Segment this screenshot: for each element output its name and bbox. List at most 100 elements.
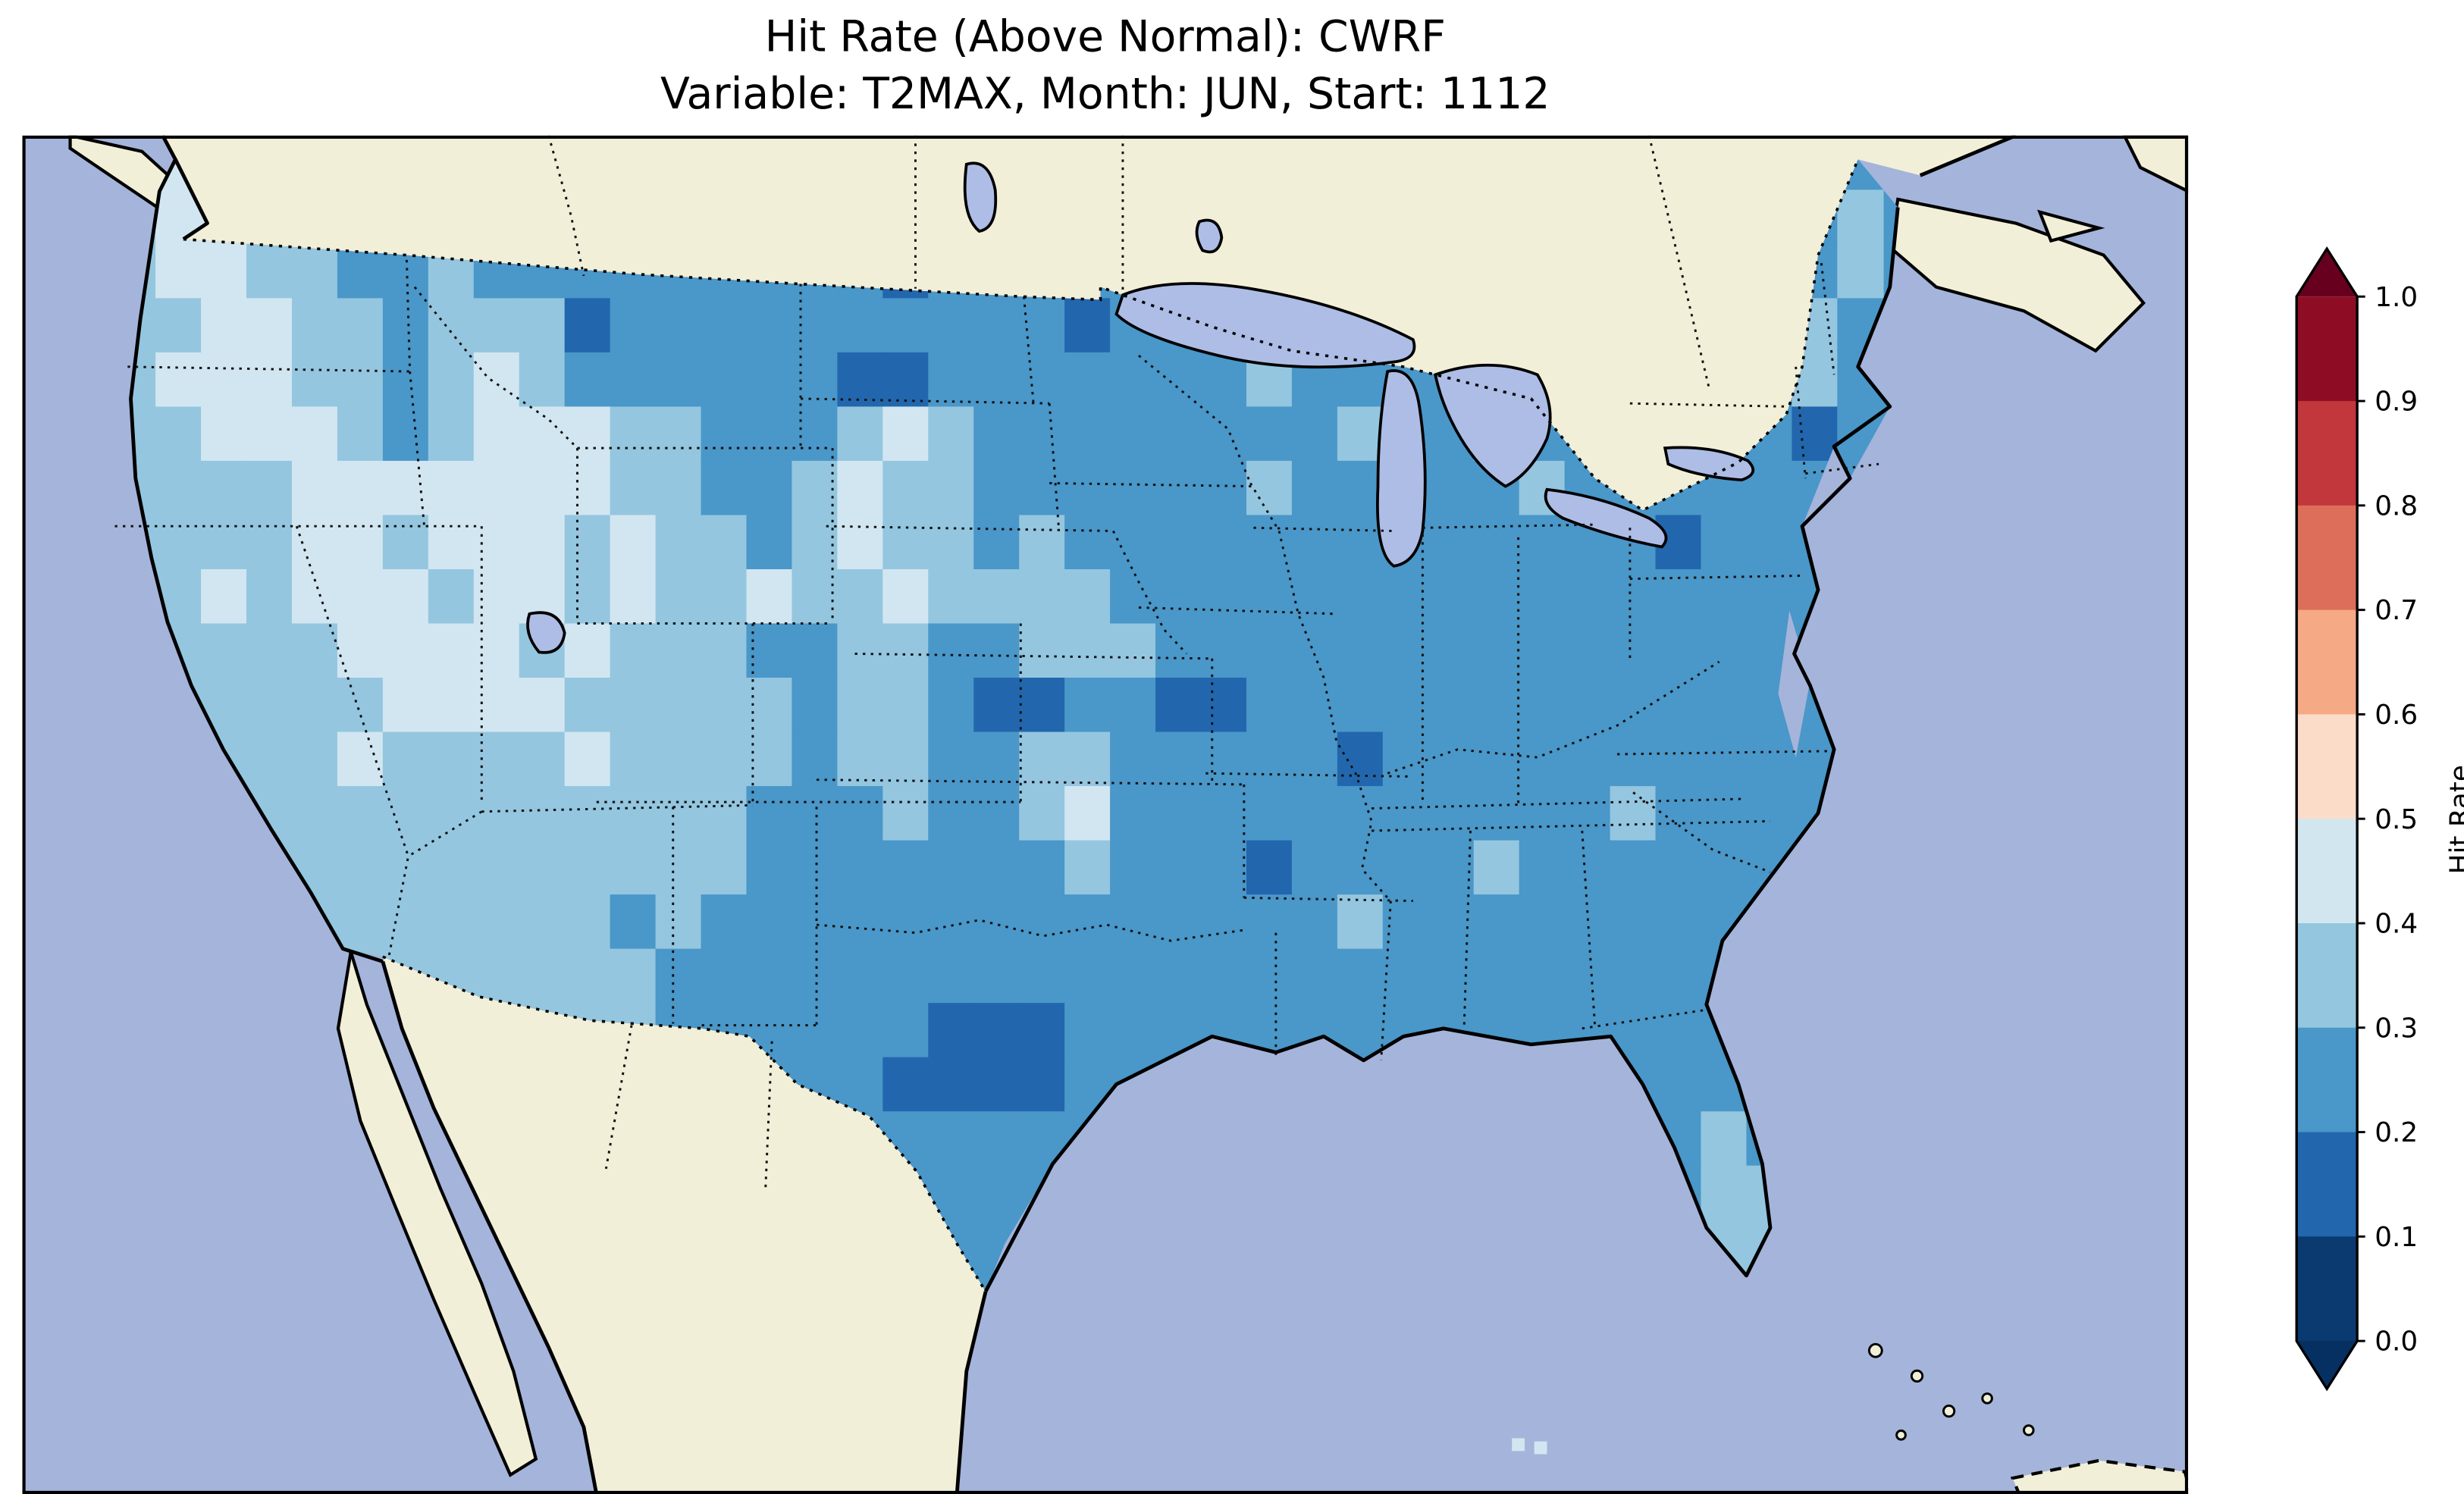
grid-cell (382, 298, 430, 354)
grid-cell (1064, 298, 1111, 354)
grid-cell (1337, 678, 1384, 733)
grid-cell (746, 352, 793, 408)
grid-cell (1201, 840, 1248, 896)
grid-cell (246, 406, 293, 462)
grid-cell (1155, 460, 1202, 516)
colorbar-tick-label: 0.2 (2375, 1117, 2418, 1148)
grid-cell (564, 298, 611, 354)
grid-cell (1064, 894, 1111, 950)
prince-edward-island (2037, 209, 2105, 243)
grid-cell (792, 1003, 839, 1058)
grid-cell (1610, 731, 1657, 788)
colorbar-tick-label: 0.7 (2375, 595, 2418, 626)
grid-cell (837, 840, 884, 896)
grid-cell (1428, 515, 1475, 571)
grid-cell (1246, 406, 1293, 462)
grid-cell (1701, 678, 1748, 733)
grid-cell (701, 894, 748, 950)
grid-cell (201, 515, 248, 571)
grid-cell (1201, 460, 1248, 516)
grid-cell (473, 948, 520, 1004)
grid-cell (1610, 568, 1657, 625)
grid-cell (1201, 731, 1248, 788)
grid-cell (1064, 568, 1111, 625)
grid-cell (1064, 1003, 1111, 1058)
grid-cell (428, 568, 475, 625)
grid-cell (428, 894, 475, 950)
grid-cell (382, 678, 430, 733)
grid-cell (1201, 894, 1248, 950)
grid-cell (792, 460, 839, 516)
great-salt-lake (526, 611, 566, 654)
colorbar-segment (2296, 401, 2358, 506)
grid-cell (1291, 731, 1339, 788)
colorbar-tick-label: 0.6 (2375, 700, 2418, 731)
grid-cell (928, 460, 975, 516)
grid-cell (519, 786, 566, 841)
grid-cell (1428, 678, 1475, 733)
grid-cell (246, 731, 293, 788)
grid-cell (746, 460, 793, 516)
grid-cell (837, 406, 884, 462)
grid-cell (1155, 406, 1202, 462)
grid-cell (564, 786, 611, 841)
grid-cell (837, 623, 884, 679)
grid-cell (1155, 515, 1202, 571)
grid-cell (1746, 786, 1793, 841)
grid-cell (337, 731, 384, 788)
grid-cell (1837, 243, 1884, 299)
grid-cell (1473, 840, 1520, 896)
grid-cell (1382, 678, 1430, 733)
grid-cell (928, 623, 975, 679)
grid-cell (1019, 568, 1066, 625)
grid-cell (201, 352, 248, 408)
colorbar-tick-label: 0.1 (2375, 1222, 2418, 1253)
grid-cell (746, 948, 793, 1004)
grid-cell (1337, 948, 1384, 1004)
grid-cell (1655, 894, 1702, 950)
colorbar-tick-label: 1.0 (2375, 282, 2418, 313)
grid-cell (201, 460, 248, 516)
grid-cell (246, 298, 293, 354)
grid-cell (882, 731, 929, 788)
grid-cell (746, 731, 793, 788)
grid-cell (928, 1111, 975, 1167)
lake-superior (1114, 282, 1416, 369)
newfoundland (2122, 135, 2189, 193)
grid-cell (1201, 786, 1248, 841)
grid-cell (1428, 623, 1475, 679)
grid-cell (973, 298, 1020, 354)
grid-cell (1019, 352, 1066, 408)
maritime-provinces (1888, 197, 2146, 353)
lake-winnipeg (963, 161, 998, 233)
grid-cell (792, 515, 839, 571)
grid-cell (701, 406, 748, 462)
grid-cell (1564, 623, 1611, 679)
grid-cell (792, 406, 839, 462)
grid-cell (1473, 948, 1520, 1004)
grid-cell (655, 515, 702, 571)
grid-cell (837, 731, 884, 788)
grid-cell (837, 1057, 884, 1113)
grid-cell (1610, 894, 1657, 950)
grid-cell (1519, 948, 1566, 1004)
grid-cell (746, 894, 793, 950)
grid-cell (564, 948, 611, 1004)
grid-cell (1655, 731, 1702, 788)
small-gulf-islands (1512, 1438, 1547, 1455)
grid-cell (1201, 515, 1248, 571)
grid-cell (1110, 352, 1157, 408)
grid-cell (564, 840, 611, 896)
grid-cell (1519, 894, 1566, 950)
grid-cell (882, 678, 929, 733)
grid-cell (882, 568, 929, 625)
grid-cell (928, 515, 975, 571)
grid-cell (1019, 678, 1066, 733)
grid-cell (1246, 840, 1293, 896)
grid-cell (382, 352, 430, 408)
grid-cell (1064, 678, 1111, 733)
grid-cell (1382, 731, 1430, 788)
grid-cell (1155, 840, 1202, 896)
grid-cell (973, 894, 1020, 950)
